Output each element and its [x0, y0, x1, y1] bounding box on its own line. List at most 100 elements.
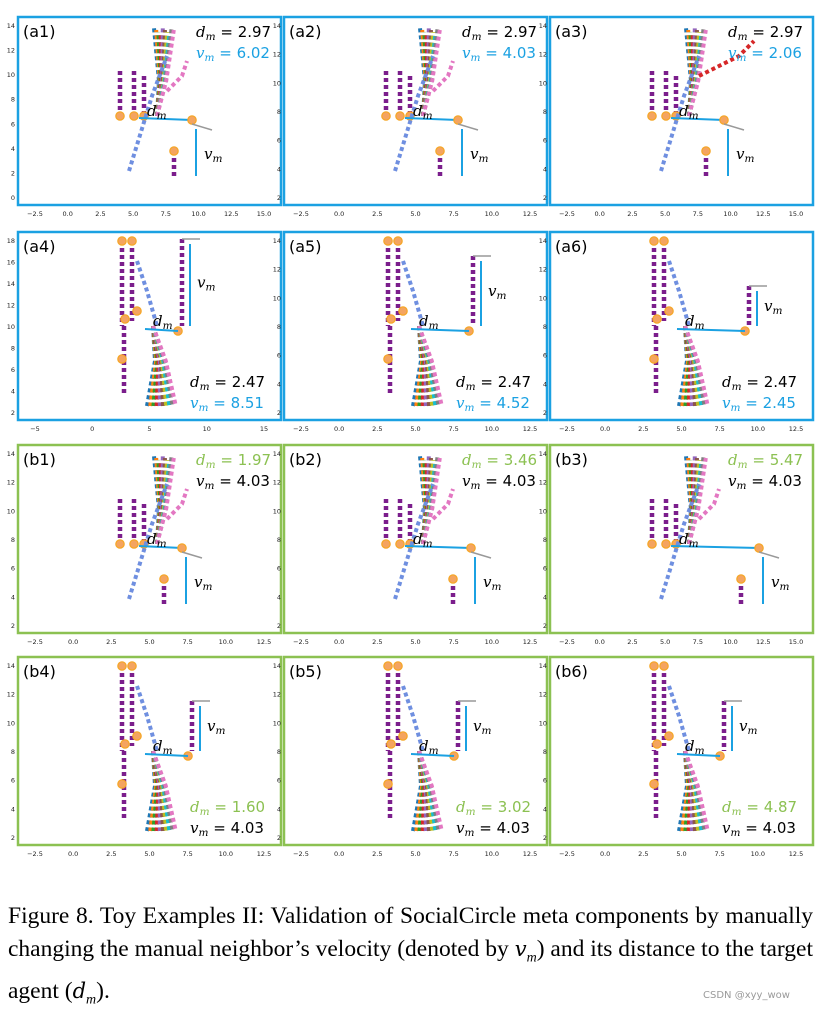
panel-a2: 2 4 6 8 10 12 14 −2.5 0.0 2.5 5.0 7.5 10.0 12.5 dm vm (a…	[273, 15, 549, 218]
agent-a5-2	[393, 236, 403, 246]
dm-value-b3-sym: d	[728, 451, 738, 469]
ytick-a2-2: 6	[277, 137, 281, 145]
pred-b4-1	[148, 750, 159, 832]
ytick-b6-3: 8	[543, 748, 547, 756]
panel-b3: 2 4 6 8 10 12 14 −2.5 0.0 2.5 5.0 7.5 10.0 12.5 15.0 dm…	[539, 443, 815, 646]
dm-value-b6-eq: =	[742, 798, 764, 816]
pred-a6-1	[680, 325, 691, 407]
xtick-b3-1: 0.0	[595, 638, 605, 646]
ytick-a2-0: 2	[277, 194, 281, 202]
ytick-a2-4: 10	[273, 79, 281, 87]
agent-a4-4	[132, 306, 142, 316]
pred-b6-5	[683, 750, 697, 832]
ytick-a6-2: 6	[543, 352, 547, 360]
dm-value-a6-val: 2.47	[764, 373, 797, 391]
vm-value-a4-sub: m	[198, 402, 208, 414]
dm-value-b1-eq: =	[216, 451, 238, 469]
ytick-b1-0: 2	[11, 622, 15, 630]
ytick-b4-5: 12	[7, 691, 15, 699]
dm-value-a1-eq: =	[216, 23, 238, 41]
frame-a3	[548, 15, 815, 207]
agent-a2-1	[381, 111, 391, 121]
dm-value-b2-sub: m	[472, 459, 482, 471]
manual-agent-a2	[435, 146, 445, 156]
agent-b4-5	[117, 779, 127, 789]
vm-value-a3-sub: m	[736, 52, 746, 64]
pred-a6-4	[683, 325, 694, 406]
agent-b6-4	[664, 731, 674, 741]
vm-symbol-a6-sub: m	[772, 305, 782, 317]
dm-symbol-b1: dm	[147, 530, 167, 550]
pred-a6-2	[683, 325, 692, 407]
dm-value-b1-val: 1.97	[238, 451, 271, 469]
frame-b6	[548, 655, 815, 847]
vm-value-b4-sub: m	[198, 827, 208, 839]
xtick-a4-2: 5	[147, 425, 151, 433]
agent-b5-4	[398, 731, 408, 741]
agent-b1-2	[129, 539, 139, 549]
dm-value-b1: dm = 1.97	[196, 451, 271, 471]
agent-a6-1	[649, 236, 659, 246]
frame-b2	[282, 443, 549, 635]
vm-value-a3: vm = 2.06	[728, 44, 802, 64]
pred-b5-2	[417, 750, 426, 832]
xtick-b3-5: 10.0	[723, 638, 737, 646]
panel-label-b3: (b3)	[555, 450, 588, 469]
dm-value-b4-sym: d	[190, 798, 200, 816]
dm-symbol-b6: dm	[685, 737, 705, 757]
pred-a3-9	[687, 29, 708, 117]
ytick-b3-4: 10	[539, 507, 547, 515]
xtick-a2-5: 10.0	[485, 210, 499, 218]
agent-a5-3	[386, 314, 396, 324]
manual-agent-b2	[448, 574, 458, 584]
dm-value-a1-sym: d	[196, 23, 206, 41]
xtick-b6-4: 7.5	[714, 850, 724, 858]
pred-b4-0	[145, 750, 158, 832]
dm-value-a6-sub: m	[732, 381, 742, 393]
xtick-a4-1: 0	[90, 425, 94, 433]
xtick-a3-2: 2.5	[627, 210, 637, 218]
ytick-b5-6: 14	[273, 662, 281, 670]
ytick-a6-4: 10	[539, 294, 547, 302]
frame-b3	[548, 443, 815, 635]
xtick-a2-0: −2.5	[293, 210, 309, 218]
xtick-b5-2: 2.5	[372, 850, 382, 858]
ytick-b6-5: 12	[539, 691, 547, 699]
ytick-a3-4: 10	[539, 79, 547, 87]
ytick-a4-7: 16	[7, 259, 15, 267]
xtick-a5-2: 2.5	[372, 425, 382, 433]
vm-value-b4: vm = 4.03	[190, 819, 264, 839]
dm-value-b6-sym: d	[722, 798, 732, 816]
pred-b6-4	[683, 750, 694, 831]
agent-b2-1	[381, 539, 391, 549]
caption-d-sub: m	[86, 992, 97, 1008]
xtick-b4-0: −2.5	[27, 850, 43, 858]
pred-b4-9	[151, 750, 178, 832]
agent-b6-5	[649, 779, 659, 789]
agent-a6-4	[664, 306, 674, 316]
vm-value-b6-sub: m	[730, 827, 740, 839]
vm-value-a3-val: 2.06	[769, 44, 802, 62]
dm-value-b6-val: 4.87	[764, 798, 797, 816]
pred-a4-2	[151, 325, 160, 407]
pred-b3-9	[687, 457, 708, 545]
xtick-a4-3: 10	[203, 425, 211, 433]
dm-value-a3-sym: d	[728, 23, 738, 41]
vm-value-b3-val: 4.03	[769, 472, 802, 490]
pred-a4-0	[145, 325, 158, 407]
pred-b6-0	[677, 750, 690, 832]
dm-value-b3: dm = 5.47	[728, 451, 803, 471]
agent-a4-1	[117, 236, 127, 246]
ytick-a4-4: 10	[7, 323, 15, 331]
xtick-a3-4: 7.5	[693, 210, 703, 218]
ytick-a3-2: 6	[543, 137, 547, 145]
dm-symbol-a3-sym: d	[679, 102, 689, 120]
ytick-b5-0: 2	[277, 834, 281, 842]
vm-value-b2: vm = 4.03	[462, 472, 536, 492]
dm-arrow-b2	[404, 545, 472, 549]
vm-symbol-b5-sub: m	[481, 725, 491, 737]
pred-a6-3	[683, 325, 693, 407]
